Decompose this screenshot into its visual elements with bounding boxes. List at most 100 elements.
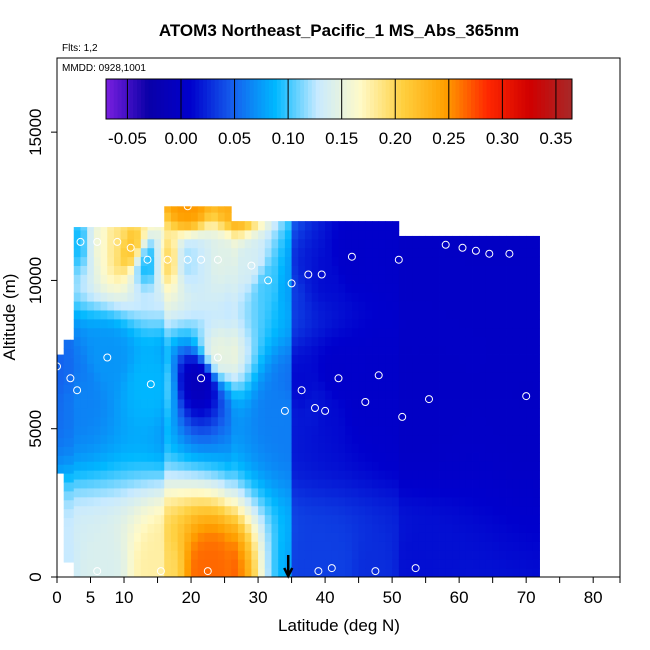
heatmap-cell [519, 256, 527, 266]
heatmap-cell [224, 265, 232, 275]
heatmap-cell [459, 532, 467, 542]
heatmap-cell [345, 238, 353, 249]
heatmap-cell [398, 532, 406, 542]
heatmap-cell [492, 390, 500, 400]
heatmap-cell [365, 372, 373, 382]
heatmap-cell [231, 230, 239, 240]
heatmap-cell [264, 363, 272, 373]
heatmap-cell [425, 505, 433, 516]
colorbar-segment [226, 79, 231, 119]
heatmap-cell [331, 292, 339, 302]
heatmap-cell [170, 416, 179, 427]
heatmap-cell [70, 455, 75, 465]
heatmap-cell [184, 496, 192, 507]
heatmap-cell [231, 372, 239, 382]
heatmap-cell [304, 434, 313, 444]
heatmap-cell [191, 274, 199, 284]
heatmap-cell [311, 488, 319, 498]
heatmap-cell [127, 265, 135, 275]
heatmap-cell [63, 339, 71, 350]
heatmap-cell [452, 256, 460, 266]
heatmap-cell [127, 488, 135, 498]
heatmap-cell [264, 550, 272, 560]
heatmap-cell [479, 568, 487, 578]
heatmap-cell [271, 230, 279, 240]
heatmap-cell [385, 488, 393, 498]
heatmap-cell [237, 265, 246, 275]
heatmap-cell [154, 230, 162, 240]
heatmap-cell [304, 292, 313, 302]
heatmap-cell [63, 544, 71, 554]
heatmap-cell [70, 553, 75, 563]
heatmap-cell [365, 390, 373, 400]
heatmap-cell [512, 434, 520, 444]
heatmap-cell [385, 247, 393, 258]
heatmap-cell [197, 488, 205, 498]
y-tick-label: 15000 [26, 109, 45, 156]
heatmap-cell [432, 274, 440, 284]
heatmap-cell [251, 514, 259, 525]
heatmap-cell [331, 301, 339, 311]
heatmap-cell [217, 310, 225, 320]
heatmap-cell [318, 416, 326, 427]
heatmap-cell [445, 470, 453, 480]
colorbar-segment [467, 79, 472, 119]
heatmap-cell [311, 425, 319, 436]
heatmap-cell [87, 345, 95, 355]
heatmap-cell [425, 407, 433, 418]
heatmap-cell [304, 274, 313, 284]
heatmap-cell [365, 559, 373, 569]
heatmap-cell [184, 221, 192, 231]
sample-point [126, 243, 135, 252]
heatmap-cell [147, 354, 155, 364]
heatmap-cell [479, 265, 487, 275]
heatmap-cell [499, 318, 507, 329]
heatmap-cell [318, 283, 326, 293]
heatmap-cell [107, 488, 115, 498]
heatmap-cell [412, 514, 420, 525]
heatmap-cell [73, 372, 81, 382]
heatmap-cell [338, 479, 346, 489]
heatmap-cell [365, 505, 373, 516]
heatmap-cell [177, 496, 185, 507]
heatmap-cell [140, 425, 148, 436]
heatmap-cell [73, 434, 81, 444]
heatmap-cell [318, 550, 326, 560]
heatmap-cell [107, 265, 115, 275]
heatmap-cell [325, 247, 333, 258]
heatmap-cell [331, 381, 339, 391]
heatmap-cell [418, 238, 427, 249]
heatmap-cell [258, 399, 266, 409]
heatmap-cell [258, 327, 266, 338]
heatmap-cell [87, 434, 95, 444]
sample-point [522, 392, 531, 401]
heatmap-cell [432, 532, 440, 542]
heatmap-cell [177, 363, 185, 373]
heatmap-cell [372, 541, 380, 551]
heatmap-cell [100, 496, 108, 507]
heatmap-cell [170, 256, 179, 266]
heatmap-cell [231, 318, 239, 329]
heatmap-cell [93, 238, 101, 249]
heatmap-cell [204, 496, 212, 507]
heatmap-cell [271, 496, 279, 507]
heatmap-cell [499, 247, 507, 258]
heatmap-cell [264, 256, 272, 266]
heatmap-cell [154, 227, 162, 231]
heatmap-cell [526, 301, 534, 311]
heatmap-cell [479, 336, 487, 347]
heatmap-cell [231, 443, 239, 453]
heatmap-cell [120, 390, 128, 400]
heatmap-cell [418, 532, 427, 542]
colorbar-segment [540, 79, 546, 119]
heatmap-cell [351, 221, 359, 231]
heatmap-cell [519, 541, 527, 551]
heatmap-cell [459, 345, 467, 355]
heatmap-cell [351, 541, 359, 551]
heatmap-cell [73, 532, 81, 542]
heatmap-cell [432, 434, 440, 444]
heatmap-cell [459, 434, 467, 444]
heatmap-cell [197, 336, 205, 347]
heatmap-cell [278, 238, 286, 249]
heatmap-cell [338, 381, 346, 391]
